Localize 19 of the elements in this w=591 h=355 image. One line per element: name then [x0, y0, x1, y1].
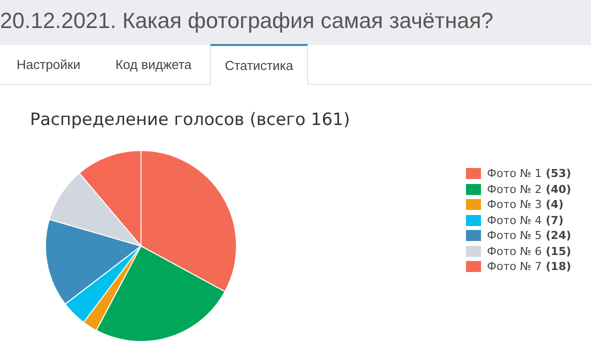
chart-subtitle: Распределение голосов (всего 161) [30, 110, 350, 130]
text: Настройки [16, 56, 82, 74]
chart-title: 20.12.2021. Какая фотография самая зачётная? [0, 8, 494, 34]
data-label: (7) [546, 214, 564, 227]
data-label: (15) [546, 244, 572, 258]
data-label: (4) [546, 198, 564, 212]
data-label: (18) [546, 260, 572, 274]
legend-label: Фото № 4 [487, 214, 542, 227]
legend-label: Фото № 6 [487, 244, 542, 258]
legend-label: Фото № 1 [487, 167, 542, 180]
data-label: (40) [546, 182, 572, 196]
legend-label: Фото № 7 [487, 260, 542, 274]
text: Статистика [210, 44, 308, 85]
data-label: (53) [546, 167, 572, 180]
legend-label: Фото № 3 [487, 198, 542, 212]
data-label: (24) [546, 229, 572, 242]
text: Код виджета [114, 56, 192, 74]
legend-label: Фото № 2 [487, 182, 542, 196]
legend-label: Фото № 5 [487, 229, 542, 242]
